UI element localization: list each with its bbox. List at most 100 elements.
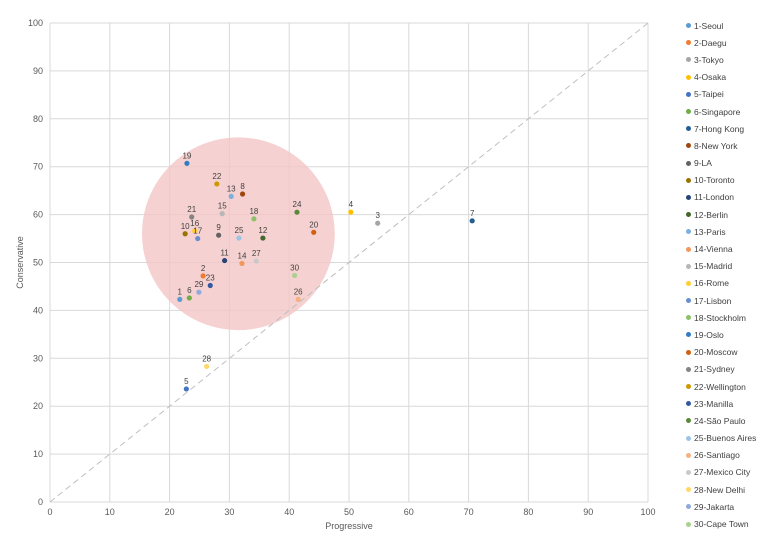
legend-marker [686, 246, 691, 252]
data-point [375, 220, 381, 226]
legend-item: 2-Daegu [686, 34, 783, 51]
legend-marker [686, 57, 691, 63]
point-label: 10 [181, 222, 190, 231]
legend: 1-Seoul 2-Daegu 3-Tokyo 4-Osaka 5-Taipei 6-Si… [686, 17, 783, 533]
legend-marker [686, 23, 691, 29]
y-tick-label: 30 [33, 353, 43, 363]
legend-marker [686, 194, 691, 200]
point-label: 17 [193, 227, 202, 236]
legend-item: 27-Mexico City [686, 464, 783, 481]
legend-label: 15-Madrid [694, 261, 733, 272]
legend-marker [686, 521, 691, 527]
x-tick-label: 40 [284, 507, 294, 517]
data-point [195, 235, 201, 242]
diagonal-reference-line [49, 22, 649, 503]
legend-label: 16-Rome [694, 278, 729, 289]
y-tick-label: 90 [33, 66, 43, 76]
x-tick-label: 20 [165, 507, 175, 517]
data-point [177, 296, 183, 302]
data-point [184, 160, 190, 166]
point-label: 20 [309, 220, 318, 229]
legend-item: 1-Seoul [686, 17, 783, 34]
legend-label: 17-Lisbon [694, 295, 732, 306]
legend-label: 13-Paris [694, 226, 726, 237]
point-label: 29 [194, 280, 203, 289]
data-point [239, 260, 245, 267]
data-point [260, 235, 266, 241]
legend-item: 4-Osaka [686, 69, 783, 86]
point-label: 27 [252, 249, 261, 258]
scatter-chart: 0 10 20 30 40 50 60 70 80 90 100 0 10 20 30 40 50 60 70 80 9… [15, 18, 656, 531]
y-tick-label: 60 [33, 210, 43, 220]
legend-marker [686, 366, 691, 372]
legend-marker [686, 212, 691, 218]
reference-line-layer [49, 22, 649, 503]
data-point [291, 272, 298, 279]
legend-item: 15-Madrid [686, 258, 783, 275]
point-label: 12 [258, 226, 267, 235]
data-points [177, 160, 475, 392]
legend-marker [686, 435, 691, 441]
data-point [311, 229, 317, 235]
legend-label: 6-Singapore [694, 106, 741, 117]
legend-item: 30-Cape Town [686, 515, 783, 532]
x-axis-title: Progressive [325, 521, 373, 531]
legend-item: 18-Stockholm [686, 309, 783, 326]
legend-item: 7-Hong Kong [686, 120, 783, 137]
point-label: 6 [187, 286, 192, 295]
legend-marker [686, 349, 691, 355]
data-point [183, 386, 189, 392]
legend-item: 11-London [686, 189, 783, 206]
legend-label: 27-Mexico City [694, 467, 751, 478]
legend-marker [686, 160, 691, 166]
legend-marker [686, 452, 691, 458]
legend-marker [686, 418, 691, 424]
legend-item: 28-New Delhi [686, 481, 783, 498]
point-label: 26 [294, 287, 303, 296]
data-point [294, 209, 300, 215]
legend-label: 1-Seoul [694, 20, 724, 31]
legend-item: 21-Sydney [686, 361, 783, 378]
y-tick-label: 100 [28, 18, 43, 28]
x-tick-label: 30 [224, 507, 234, 517]
point-label: 18 [249, 207, 258, 216]
legend-item: 8-New York [686, 137, 783, 154]
y-axis-title: Conservative [15, 236, 25, 289]
data-point [192, 228, 198, 234]
legend-marker [686, 401, 691, 407]
point-label: 19 [182, 151, 191, 160]
x-tick-label: 70 [464, 507, 474, 517]
point-labels: 1234567891011121314151617181920212223242… [178, 151, 475, 386]
legend-label: 10-Toronto [694, 175, 735, 186]
legend-label: 14-Vienna [694, 244, 733, 255]
legend-marker [686, 229, 691, 235]
legend-marker [686, 384, 691, 390]
data-point [348, 209, 354, 215]
data-point [239, 191, 246, 197]
point-label: 28 [202, 354, 211, 363]
y-tick-label: 70 [33, 162, 43, 172]
legend-item: 25-Buenos Aires [686, 430, 783, 447]
legend-label: 12-Berlin [694, 209, 729, 220]
point-label: 5 [184, 377, 189, 386]
data-point [189, 214, 195, 220]
legend-item: 20-Moscow [686, 344, 783, 361]
data-point [200, 273, 206, 279]
legend-marker [686, 315, 691, 321]
legend-label: 23-Manilla [694, 398, 734, 409]
legend-marker [686, 332, 691, 338]
tick-labels: 0 10 20 30 40 50 60 70 80 90 100 0 10 20 30 40 50 60 70 80 9… [28, 18, 656, 517]
point-label: 14 [238, 251, 247, 260]
legend-label: 8-New York [694, 140, 738, 151]
point-label: 11 [220, 249, 229, 258]
legend-label: 3-Tokyo [694, 54, 724, 65]
legend-label: 4-Osaka [694, 72, 727, 83]
point-label: 30 [290, 263, 299, 272]
legend-marker [686, 177, 691, 183]
data-point [295, 296, 301, 302]
legend-marker [686, 469, 691, 475]
legend-item: 14-Vienna [686, 240, 783, 257]
legend-label: 20-Moscow [694, 347, 738, 358]
point-label: 7 [470, 209, 475, 218]
legend-item: 12-Berlin [686, 206, 783, 223]
